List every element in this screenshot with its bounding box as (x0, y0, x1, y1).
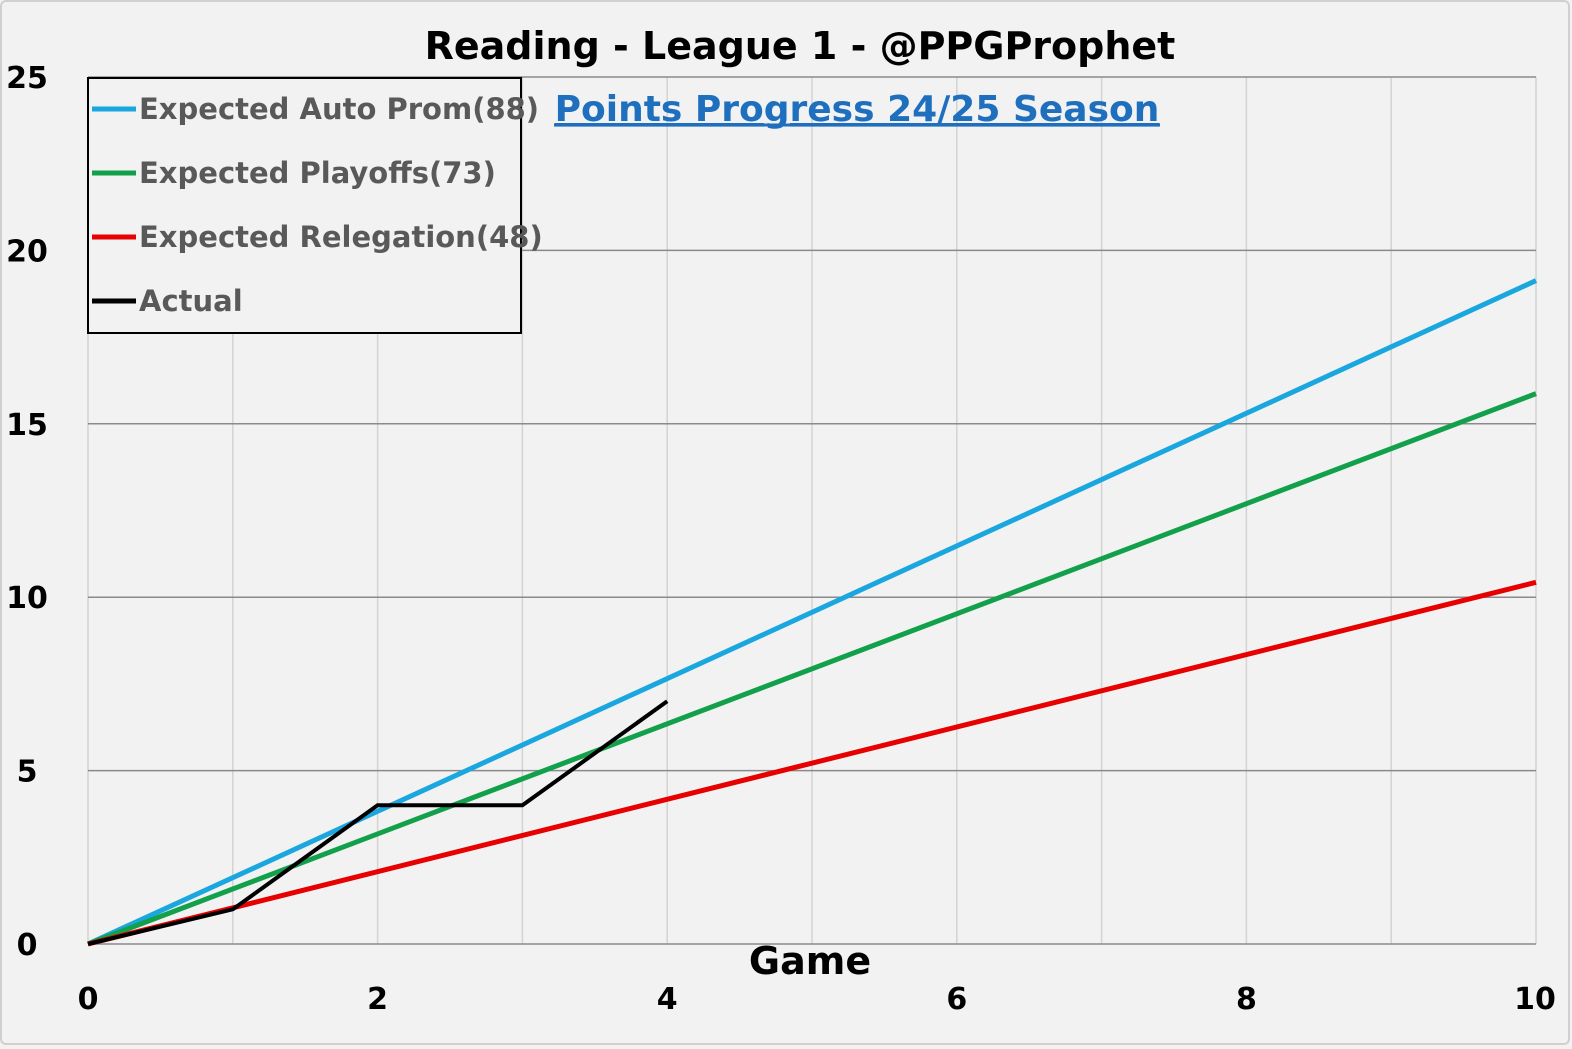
x-tick-label: 6 (946, 982, 967, 1017)
y-tick-label: 0 (17, 928, 38, 963)
y-tick-label: 10 (6, 581, 48, 616)
y-tick-label: 5 (17, 755, 38, 790)
legend: Expected Auto Prom(88) Expected Playoffs(… (87, 77, 543, 334)
legend-label: Expected Relegation(48) (139, 220, 543, 254)
y-axis-ticks: 0 5 10 15 20 25 (6, 61, 48, 963)
series-line-expected-relegation-48 (87, 579, 1537, 947)
x-axis-label: Game (749, 939, 871, 983)
series-line-actual (87, 699, 669, 946)
y-tick-label: 20 (6, 234, 48, 269)
series-line-expected-auto-prom-88 (86, 278, 1538, 947)
y-tick-label: 25 (6, 61, 48, 96)
legend-box (87, 77, 522, 334)
chart-subtitle: Points Progress 24/25 Season (555, 89, 1160, 130)
x-tick-label: 10 (1514, 982, 1556, 1017)
y-tick-label: 15 (6, 408, 48, 443)
x-tick-label: 0 (78, 982, 99, 1017)
x-tick-label: 2 (367, 982, 388, 1017)
legend-label: Expected Auto Prom(88) (139, 92, 539, 126)
series-lines (86, 278, 1538, 947)
series-line-expected-playoffs-73 (87, 391, 1537, 947)
grid-lines (87, 76, 1537, 945)
x-tick-label: 4 (657, 982, 678, 1017)
x-tick-label: 8 (1236, 982, 1257, 1017)
legend-label: Actual (139, 284, 243, 318)
legend-label: Expected Playoffs(73) (139, 156, 496, 190)
chart-title: Reading - League 1 - @PPGProphet (425, 24, 1176, 68)
x-axis-ticks: 0 2 4 6 8 10 (78, 982, 1556, 1017)
